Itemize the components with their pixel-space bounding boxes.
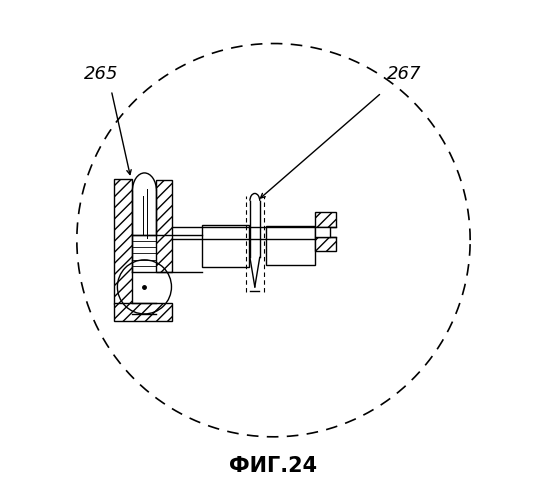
Bar (114, 302, 172, 322)
Text: ФИГ.24: ФИГ.24 (229, 456, 318, 476)
Bar (315, 227, 330, 236)
Bar (315, 212, 336, 227)
Text: 267: 267 (387, 65, 421, 83)
Bar (156, 180, 172, 272)
Bar (266, 226, 315, 265)
Bar (315, 236, 336, 252)
Text: 265: 265 (84, 65, 119, 83)
Bar (202, 226, 249, 267)
Bar (114, 178, 132, 304)
